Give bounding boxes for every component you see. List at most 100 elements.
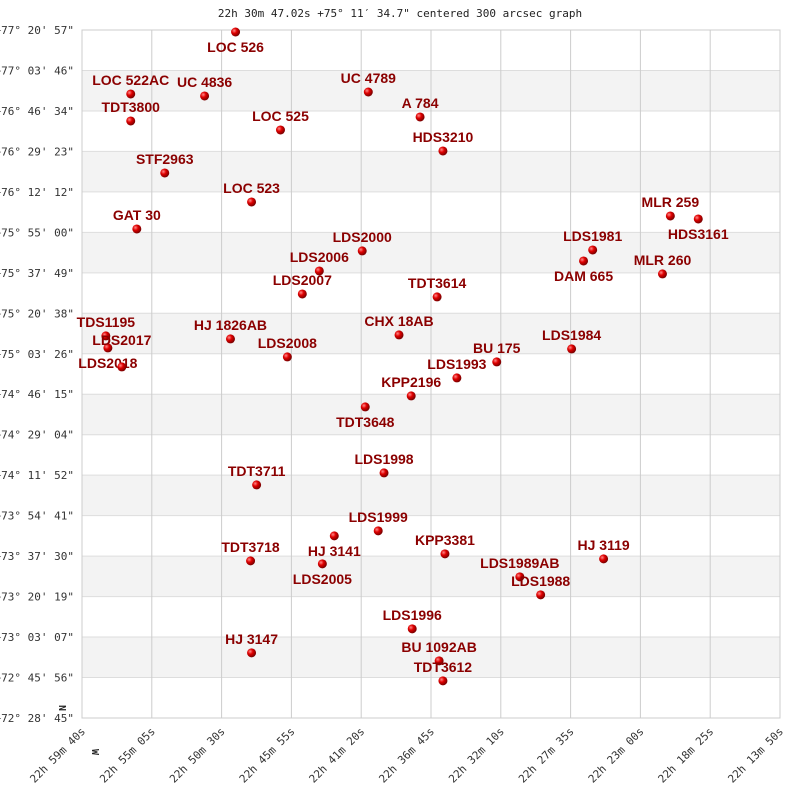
star-point[interactable]: MLR 259 <box>642 194 700 221</box>
star-point[interactable]: LDS1996 <box>383 607 442 634</box>
star-point[interactable]: GAT 30 <box>113 207 161 234</box>
star-marker[interactable] <box>567 344 577 354</box>
star-label: TDT3614 <box>408 275 467 291</box>
star-marker[interactable] <box>373 526 383 536</box>
star-marker[interactable] <box>693 214 703 224</box>
star-marker[interactable] <box>231 27 241 37</box>
star-marker[interactable] <box>515 572 525 582</box>
star-marker[interactable] <box>247 197 257 207</box>
star-marker[interactable] <box>440 549 450 559</box>
star-point[interactable]: TDT3614 <box>408 275 467 302</box>
y-tick-label: +77° 20' 57" <box>0 24 74 37</box>
y-tick-label: +74° 46' 15" <box>0 388 74 401</box>
star-point[interactable]: TDT3711 <box>228 463 286 490</box>
star-point[interactable]: HJ 3147 <box>225 631 278 658</box>
star-label: LOC 525 <box>252 108 309 124</box>
star-point[interactable]: TDT3648 <box>336 402 395 430</box>
x-tick-label: 22h 45m 55s <box>237 725 298 786</box>
star-point[interactable]: CHX 18AB <box>364 313 434 340</box>
star-label: HDS3210 <box>413 129 474 145</box>
star-marker[interactable] <box>438 676 448 686</box>
star-marker[interactable] <box>665 211 675 221</box>
star-point[interactable]: LDS1984 <box>542 327 601 354</box>
star-point[interactable]: LOC 526 <box>207 27 264 56</box>
star-marker[interactable] <box>126 116 136 126</box>
star-marker[interactable] <box>275 125 285 135</box>
star-point[interactable]: HJ 3141 <box>308 531 361 559</box>
star-point[interactable]: TDT3800 <box>102 99 161 126</box>
star-point[interactable]: LOC 525 <box>252 108 309 135</box>
star-marker[interactable] <box>252 480 262 490</box>
star-point[interactable]: UC 4836 <box>177 74 232 101</box>
star-marker[interactable] <box>317 559 327 569</box>
star-marker[interactable] <box>247 648 257 658</box>
star-marker[interactable] <box>452 373 462 383</box>
star-marker[interactable] <box>329 531 339 541</box>
star-marker[interactable] <box>432 292 442 302</box>
star-marker[interactable] <box>438 146 448 156</box>
star-marker[interactable] <box>225 334 235 344</box>
star-point[interactable]: TDT3718 <box>221 539 280 566</box>
star-marker[interactable] <box>492 357 502 367</box>
star-label: HJ 1826AB <box>194 317 267 333</box>
star-marker[interactable] <box>103 343 113 353</box>
star-marker[interactable] <box>101 331 111 341</box>
star-marker[interactable] <box>599 554 609 564</box>
star-marker[interactable] <box>379 468 389 478</box>
star-marker[interactable] <box>407 624 417 634</box>
star-point[interactable]: LDS1999 <box>349 509 408 536</box>
star-marker[interactable] <box>363 87 373 97</box>
star-point[interactable]: HDS3210 <box>413 129 474 156</box>
star-point[interactable]: MLR 260 <box>634 252 692 279</box>
star-point[interactable]: LDS1993 <box>427 356 487 383</box>
star-point[interactable]: TDS1195 <box>77 314 136 341</box>
star-marker[interactable] <box>357 246 367 256</box>
star-label: TDT3800 <box>102 99 161 115</box>
star-marker[interactable] <box>406 391 416 401</box>
star-point[interactable]: LDS2008 <box>258 335 317 362</box>
star-point[interactable]: TDT3612 <box>414 659 473 686</box>
star-marker[interactable] <box>415 112 425 122</box>
star-point[interactable]: LDS1989AB <box>480 555 560 582</box>
star-marker[interactable] <box>126 89 136 99</box>
star-point[interactable]: LDS2005 <box>293 559 352 587</box>
star-point[interactable]: DAM 665 <box>554 256 613 284</box>
star-label: LDS2017 <box>92 332 151 348</box>
star-point[interactable]: LDS2006 <box>290 249 349 276</box>
star-marker[interactable] <box>282 352 292 362</box>
star-point[interactable]: KPP3381 <box>415 532 475 559</box>
star-marker[interactable] <box>297 289 307 299</box>
star-point[interactable]: HJ 3119 <box>578 537 630 564</box>
star-label: MLR 259 <box>642 194 700 210</box>
star-marker[interactable] <box>314 266 324 276</box>
star-point[interactable]: LDS2007 <box>273 272 332 299</box>
star-point[interactable]: BU 1092AB <box>401 639 477 666</box>
star-point[interactable]: HJ 1826AB <box>194 317 267 344</box>
star-marker[interactable] <box>434 656 444 666</box>
star-marker[interactable] <box>160 168 170 178</box>
star-marker[interactable] <box>360 402 370 412</box>
y-axis-ticks: +77° 20' 57" +77° 03' 46" +76° 46' 34" +76°… <box>0 24 74 725</box>
star-marker[interactable] <box>132 224 142 234</box>
star-point[interactable]: LDS2017 <box>92 332 152 372</box>
star-point[interactable]: LDS1988 <box>511 573 570 600</box>
star-marker[interactable] <box>394 330 404 340</box>
star-point[interactable]: BU 175 <box>473 340 521 367</box>
star-point[interactable]: STF2963 <box>136 151 194 178</box>
star-marker[interactable] <box>588 245 598 255</box>
star-point[interactable]: UC 4789 <box>341 70 396 97</box>
star-point[interactable]: LOC 522AC <box>92 72 169 99</box>
star-marker[interactable] <box>200 91 210 101</box>
star-marker[interactable] <box>246 556 256 566</box>
star-point[interactable]: LOC 523 <box>223 180 280 207</box>
star-marker[interactable] <box>536 590 546 600</box>
star-point[interactable]: HDS3161 <box>668 214 729 242</box>
star-point[interactable]: LDS1981 <box>563 228 622 255</box>
star-point[interactable]: KPP2196 <box>381 374 441 401</box>
star-point[interactable]: LDS1998 <box>354 451 414 478</box>
star-point[interactable]: LDS2000 <box>333 229 392 256</box>
star-marker[interactable] <box>657 269 667 279</box>
star-marker[interactable] <box>579 256 589 266</box>
star-point[interactable]: A 784 <box>402 95 439 122</box>
star-marker[interactable] <box>117 362 127 372</box>
